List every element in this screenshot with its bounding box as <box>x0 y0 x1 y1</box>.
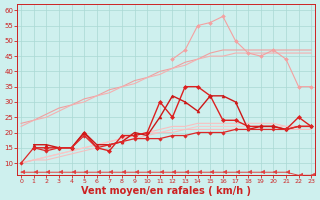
X-axis label: Vent moyen/en rafales ( km/h ): Vent moyen/en rafales ( km/h ) <box>81 186 251 196</box>
